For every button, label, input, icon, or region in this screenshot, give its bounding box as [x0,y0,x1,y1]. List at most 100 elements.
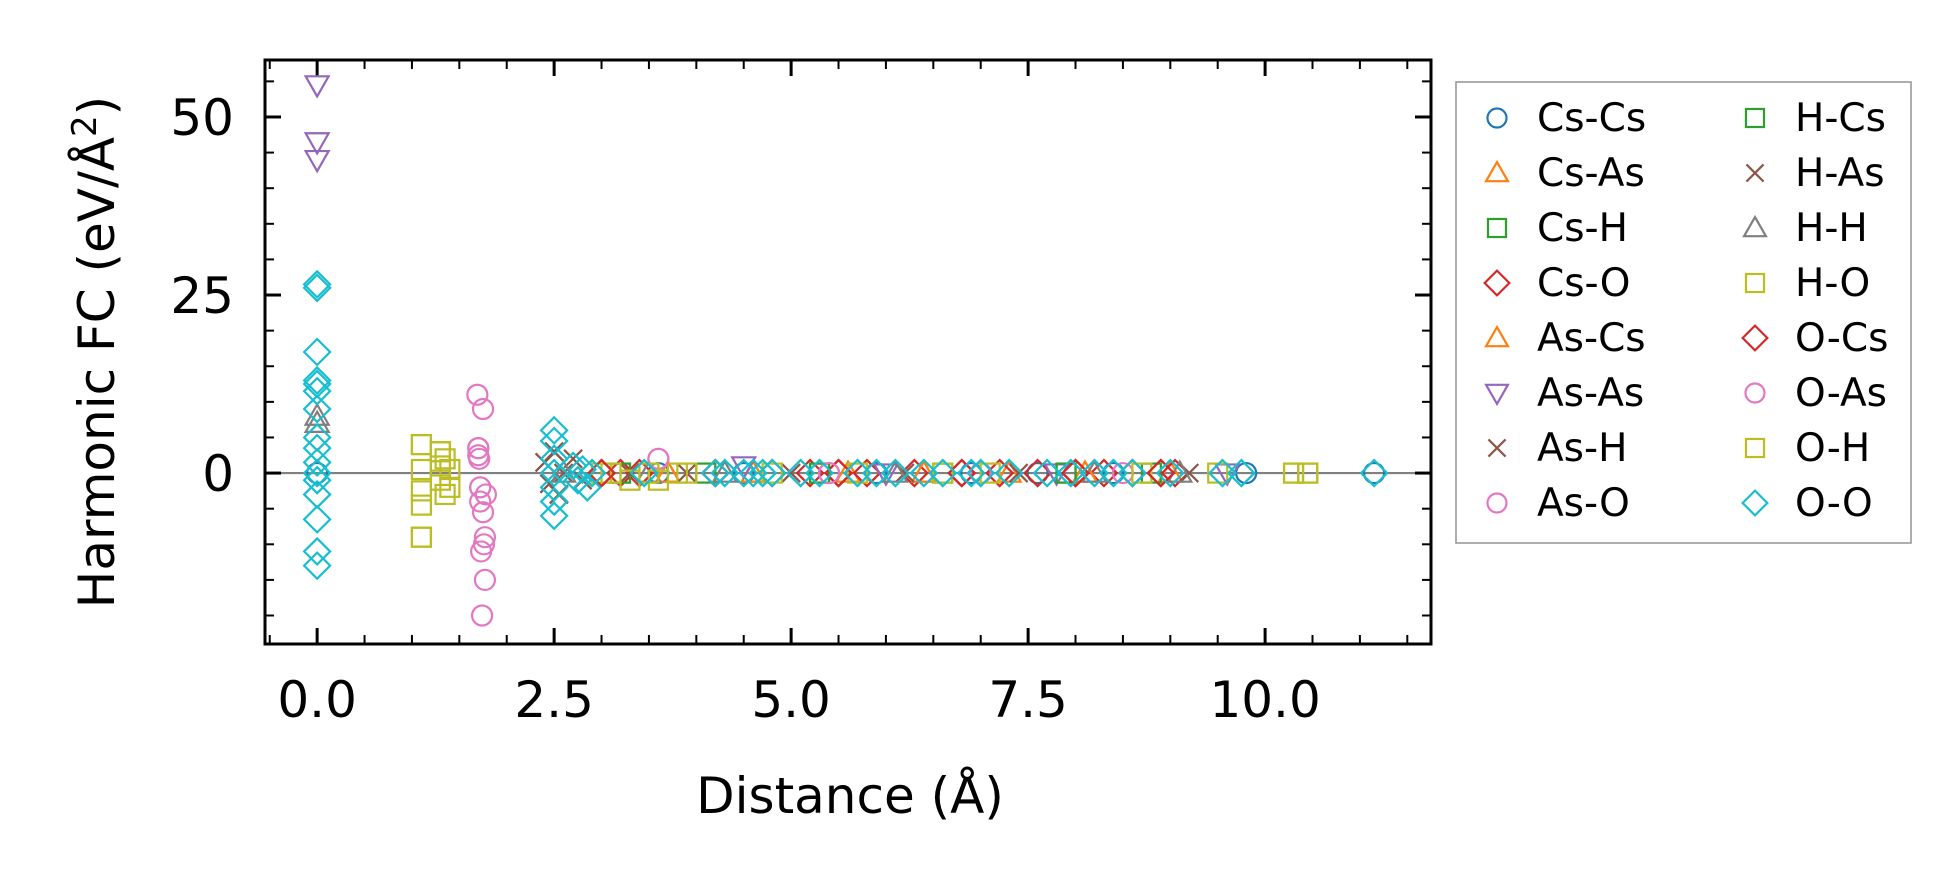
y-axis-title-end: ) [68,96,126,116]
y-tick-labels: 0 25 50 [170,89,234,503]
legend-marker [1744,272,1766,294]
data-point [1079,458,1110,488]
x-tick-label: 7.5 [988,671,1068,729]
data-point [846,462,869,484]
data-point [1032,458,1062,488]
data-point [434,483,456,506]
data-point [539,501,569,531]
data-point [410,526,433,548]
data-point [472,533,496,556]
data-point [1089,458,1119,488]
data-point [928,458,958,488]
data-point [1098,458,1128,488]
data-point [1008,463,1029,483]
data-point [1060,458,1091,488]
data-point [550,459,578,483]
data-point [880,458,910,488]
legend-marker [1742,214,1768,238]
data-point [302,504,332,534]
data-point [899,458,929,488]
legend-marker [1483,269,1511,297]
data-point [302,337,332,367]
data-point [738,458,768,488]
data-point [302,269,332,299]
x-tick-label: 10.0 [1209,671,1320,729]
legend-label: O-As [1795,371,1887,416]
data-point [410,480,433,502]
data-point [302,536,332,566]
y-tick-label: 50 [170,89,234,147]
legend-label: H-Cs [1795,96,1886,141]
data-point [302,376,332,406]
legend-marker [1487,438,1507,458]
data-point [711,459,739,483]
data-point [306,461,329,485]
data-point [842,458,873,488]
data-point [1081,459,1108,483]
data-point [795,458,825,488]
data-point [466,383,489,406]
data-point [302,458,332,488]
legend-label: Cs-H [1537,206,1628,251]
data-point [303,75,331,99]
data-point [539,444,569,474]
data-point [303,149,331,174]
data-point [303,132,331,156]
legend-marker [1745,163,1765,183]
data-point [861,458,891,488]
data-point [471,397,495,421]
data-point [995,459,1023,483]
data-point [932,462,954,484]
data-point [956,458,986,488]
data-point [568,454,598,485]
data-point [1297,462,1319,484]
data-point [577,458,607,488]
legend-marker [1486,492,1508,514]
data-point [470,604,494,627]
y-tick-label: 0 [202,445,234,503]
data-point [979,462,1001,484]
data-point [586,458,617,488]
data-point [302,365,332,396]
x-tick-labels: 0.0 2.5 5.0 7.5 10.0 [277,671,1320,729]
data-point [808,462,831,484]
data-point [730,456,758,480]
legend-marker [1484,324,1510,348]
data-point [805,458,835,488]
x-tick-label: 5.0 [751,671,831,729]
legend-label: As-O [1537,481,1630,526]
y-axis-title-superscript: 2 [65,115,105,137]
data-point [748,458,778,488]
data-point [539,487,569,517]
legend-marker [1744,437,1766,459]
y-axis-title-main: Harmonic FC (eV/Å [68,137,126,608]
data-point [1155,458,1185,488]
data-point [909,458,939,488]
data-point [729,458,759,488]
data-point [781,463,801,483]
data-point [872,463,900,487]
legend-marker [1744,107,1766,129]
data-point [473,526,497,549]
data-point [302,551,332,581]
data-point [469,476,492,499]
series-o-o [302,269,1389,581]
legend-label: O-Cs [1795,316,1888,361]
y-axis-title: Harmonic FC (eV/Å2) [65,96,126,608]
data-point [786,458,816,488]
data-point [439,476,461,498]
data-point [710,458,740,488]
legend-label: Cs-O [1537,261,1630,306]
data-point [302,273,332,303]
data-point [882,459,909,483]
x-axis-title: Distance (Å) [696,767,1004,825]
legend-label: As-H [1537,426,1627,471]
data-point [474,483,497,506]
data-point [469,490,492,513]
data-point [1117,458,1147,488]
plot-area [265,60,1431,644]
data-point [966,458,996,488]
data-point [817,461,841,485]
legend-label: H-H [1795,206,1868,251]
legend-marker [1484,159,1510,183]
